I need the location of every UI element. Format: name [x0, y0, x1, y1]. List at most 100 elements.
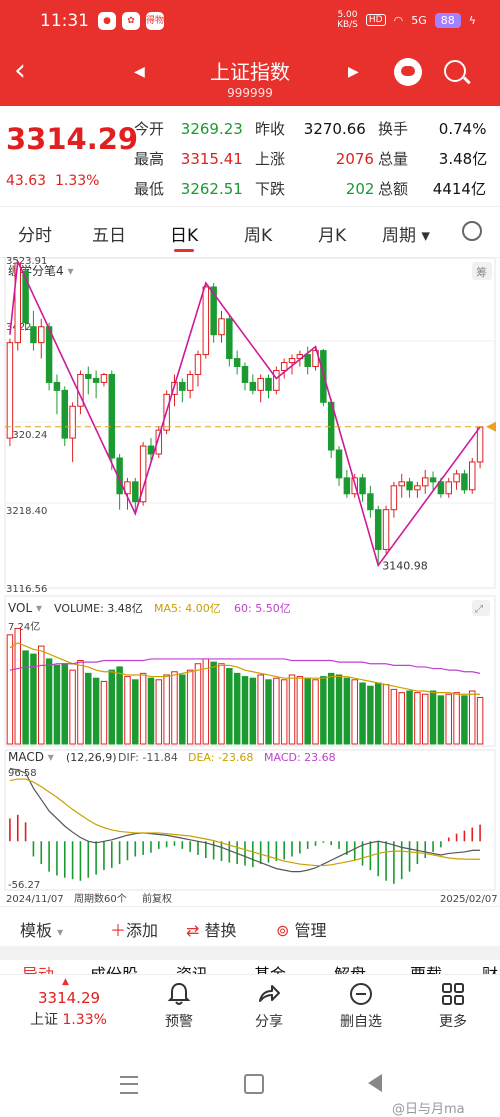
candle-body: [226, 318, 233, 360]
candle: [265, 374, 272, 399]
tab-funds[interactable]: 基金: [254, 960, 286, 974]
volume-bar: [186, 669, 194, 745]
candle-body: [453, 473, 460, 483]
vol-selector[interactable]: VOL ▾: [8, 601, 42, 615]
candle-body: [61, 389, 69, 439]
tab-constituents[interactable]: 成份股: [90, 960, 138, 974]
macd-axis-top: 96.58: [8, 768, 37, 779]
volume-series: [4, 595, 496, 747]
page-title: 上证指数: [210, 60, 290, 84]
candle-body: [382, 509, 390, 550]
candle: [453, 469, 460, 490]
volume-bar: [280, 679, 288, 745]
tab-daily-k[interactable]: 日K: [170, 221, 198, 252]
candle: [398, 473, 405, 498]
manage-button[interactable]: ⊚ 管理: [276, 921, 327, 940]
candle: [249, 374, 257, 395]
watermark: @日与月ma: [392, 1102, 465, 1117]
candle-body: [398, 481, 405, 487]
candle: [312, 346, 319, 371]
candle: [273, 366, 280, 395]
prev-stock-icon[interactable]: ◀: [134, 64, 145, 80]
candle-body: [30, 326, 37, 344]
chart-settings-icon[interactable]: [462, 221, 482, 241]
period-tabs: 分时 五日 日K 周K 月K 周期 ▾: [0, 206, 500, 258]
candle: [38, 318, 45, 359]
tab-five-day[interactable]: 五日: [92, 226, 126, 246]
candle: [382, 505, 390, 554]
candle: [139, 442, 147, 506]
candle: [147, 438, 155, 462]
candle: [429, 471, 437, 490]
dewu-app-icon: 得物: [146, 12, 164, 30]
tab-movement[interactable]: 异动: [22, 960, 54, 974]
candle-body: [374, 509, 382, 550]
tab-analysis[interactable]: 解盘: [334, 960, 366, 974]
macd-axis-bottom: -56.27: [8, 880, 40, 891]
volume-bar: [414, 692, 421, 745]
share-button[interactable]: 分享: [234, 981, 304, 1031]
battery-indicator: 88: [434, 12, 461, 28]
candle: [304, 346, 311, 375]
tab-news[interactable]: 资讯: [176, 960, 208, 974]
candle-body: [288, 358, 296, 364]
wifi-icon: ◠: [393, 13, 404, 27]
macd-selector[interactable]: MACD ▾: [8, 750, 54, 764]
ma60-line: [9, 658, 481, 674]
candle: [92, 370, 100, 399]
candle: [226, 314, 233, 367]
template-dropdown[interactable]: 模板 ▾: [20, 921, 64, 940]
tab-period-dropdown[interactable]: 周期 ▾: [382, 226, 430, 246]
candle: [469, 457, 476, 494]
volume-bar: [257, 674, 264, 745]
kline-chart-area[interactable]: 缠学分笔4 ▾ 筹 3523.91 3422 3320.24 3218.40 3…: [0, 256, 500, 906]
next-stock-icon[interactable]: ▶: [348, 64, 359, 80]
candle-body: [124, 481, 131, 495]
low-price-label: 3140.98: [382, 559, 428, 572]
quote-field: 今开 3269.23: [134, 120, 243, 138]
candle: [69, 402, 76, 462]
back-icon[interactable]: ‹: [14, 53, 26, 88]
volume-bar: [226, 668, 233, 745]
more-button[interactable]: 更多: [418, 981, 488, 1031]
volume-bar: [163, 674, 170, 745]
collapse-up-icon[interactable]: ▲: [62, 977, 69, 987]
candle: [233, 350, 241, 375]
tab-monthly-k[interactable]: 月K: [318, 226, 347, 246]
kline-chart-svg[interactable]: 缠学分笔4 ▾ 筹 3523.91 3422 3320.24 3218.40 3…: [0, 256, 500, 906]
candle: [406, 477, 413, 498]
volume-bar: [202, 658, 210, 745]
home-nav-icon[interactable]: [244, 1074, 264, 1094]
expand-icon[interactable]: [472, 600, 490, 616]
chips-button[interactable]: [472, 262, 492, 280]
y-axis-label-top: 3523.91: [6, 256, 47, 267]
tab-finance[interactable]: 财: [482, 960, 498, 974]
y-axis-label: 3218.40: [6, 506, 47, 517]
candle-body: [437, 481, 445, 495]
tab-weekly-k[interactable]: 周K: [244, 226, 273, 246]
alert-button[interactable]: 预警: [144, 981, 214, 1031]
pen-line-series: [9, 258, 481, 568]
back-nav-icon[interactable]: [368, 1074, 382, 1092]
volume-bar: [296, 676, 304, 745]
menu-nav-icon[interactable]: [120, 1076, 138, 1094]
volume-bar: [6, 634, 14, 745]
replace-button[interactable]: ⇄ 替换: [186, 921, 237, 940]
candle-body: [147, 445, 155, 455]
volume-bar: [359, 682, 366, 745]
remove-watchlist-button[interactable]: 删自选: [326, 981, 396, 1031]
bottom-price: 3314.29: [38, 989, 101, 1007]
tab-intraday[interactable]: 分时: [18, 226, 52, 246]
candlestick-series: [6, 261, 484, 566]
volume-bar: [461, 695, 468, 745]
quote-field: 下跌 202: [255, 180, 375, 198]
indicator-selector[interactable]: 缠学分笔4 ▾: [8, 263, 73, 278]
search-icon[interactable]: [444, 60, 466, 82]
assistant-robot-icon[interactable]: [394, 58, 422, 86]
candle: [241, 362, 249, 391]
add-button[interactable]: ＋添加: [110, 921, 159, 940]
volume-bar: [241, 676, 249, 745]
tab-notice[interactable]: 要载: [410, 960, 442, 974]
current-price-marker: [486, 421, 496, 432]
volume-bar: [210, 661, 217, 745]
